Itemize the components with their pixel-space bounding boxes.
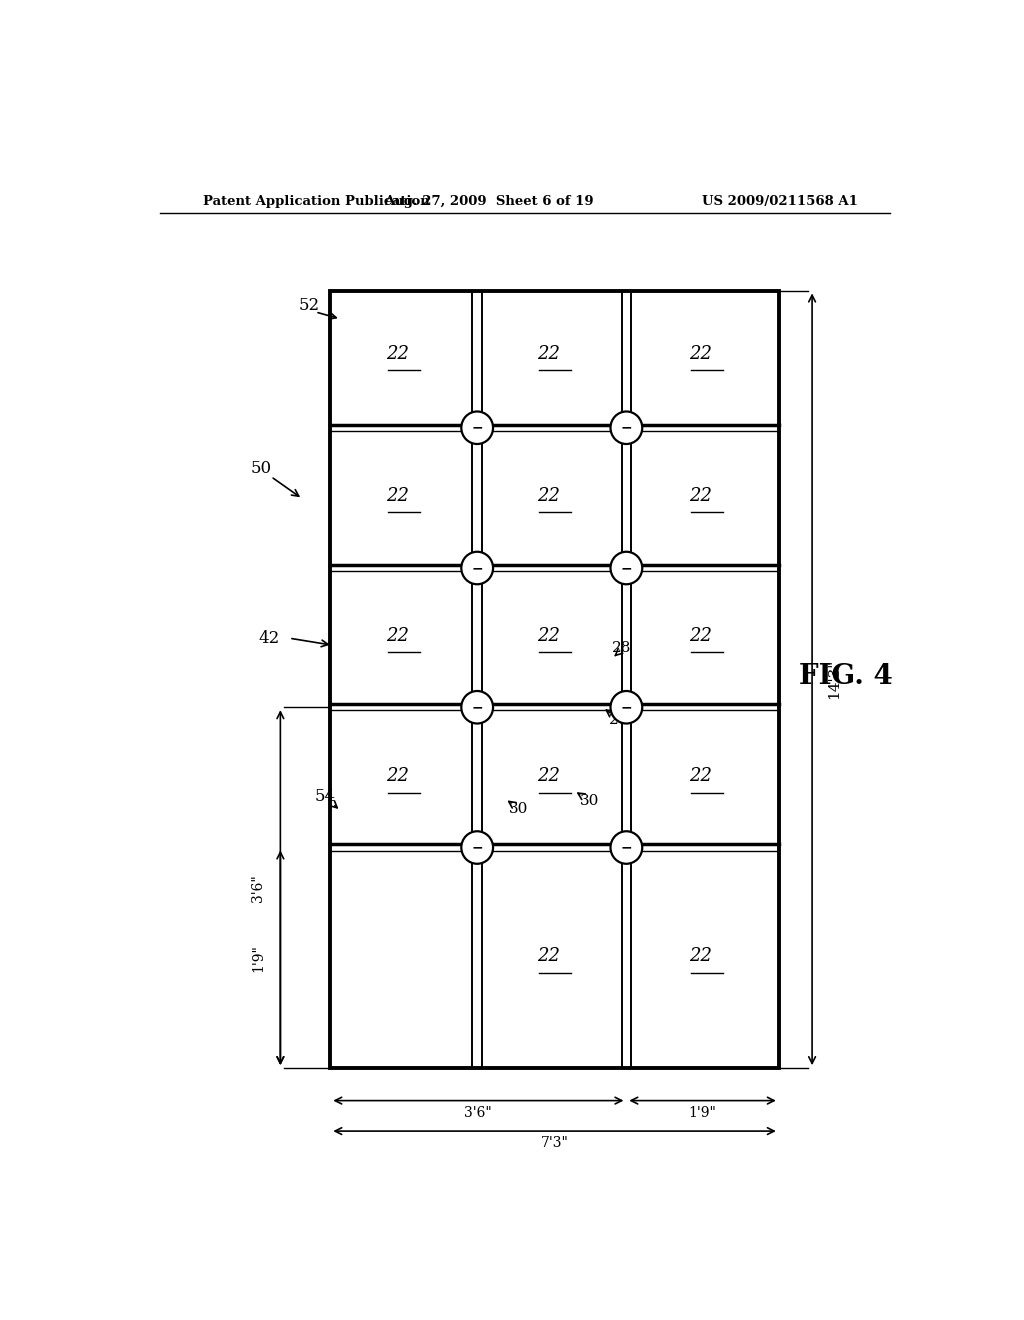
Text: Patent Application Publication: Patent Application Publication	[204, 194, 430, 207]
Text: FIG. 4: FIG. 4	[800, 663, 893, 690]
Text: 22: 22	[386, 487, 410, 504]
Text: Aug. 27, 2009  Sheet 6 of 19: Aug. 27, 2009 Sheet 6 of 19	[384, 194, 594, 207]
Text: 1'9": 1'9"	[688, 1106, 717, 1119]
Ellipse shape	[461, 690, 494, 723]
Text: 22: 22	[538, 487, 560, 504]
Ellipse shape	[610, 832, 642, 863]
Ellipse shape	[461, 552, 494, 585]
Text: 14'3": 14'3"	[827, 659, 842, 700]
Text: −: −	[471, 700, 483, 714]
Text: −: −	[471, 421, 483, 434]
Text: −: −	[621, 561, 632, 576]
Bar	[331, 290, 778, 1068]
Text: 1'9": 1'9"	[251, 944, 265, 972]
Text: −: −	[621, 421, 632, 434]
Text: 42: 42	[259, 630, 280, 647]
Text: 22: 22	[689, 345, 713, 363]
Text: 26: 26	[608, 714, 628, 727]
Text: 22: 22	[386, 627, 410, 645]
Text: 22: 22	[386, 767, 410, 785]
Ellipse shape	[610, 690, 642, 723]
Text: US 2009/0211568 A1: US 2009/0211568 A1	[702, 194, 858, 207]
Text: 22: 22	[538, 948, 560, 965]
Ellipse shape	[461, 832, 494, 863]
Ellipse shape	[461, 412, 494, 444]
Text: 54: 54	[314, 788, 336, 805]
Text: 22: 22	[689, 627, 713, 645]
Text: 22: 22	[538, 767, 560, 785]
Text: 30: 30	[581, 793, 600, 808]
Text: 22: 22	[689, 487, 713, 504]
Ellipse shape	[610, 552, 642, 585]
Text: −: −	[471, 841, 483, 854]
Text: 50: 50	[251, 459, 272, 477]
Text: 22: 22	[689, 948, 713, 965]
Text: 3'6": 3'6"	[251, 874, 265, 902]
Text: 22: 22	[538, 345, 560, 363]
Text: 52: 52	[298, 297, 319, 314]
Text: −: −	[621, 700, 632, 714]
Text: 22: 22	[386, 345, 410, 363]
Text: 28: 28	[612, 642, 632, 655]
Text: 30: 30	[509, 801, 528, 816]
Text: 22: 22	[689, 767, 713, 785]
Text: −: −	[471, 561, 483, 576]
Ellipse shape	[610, 412, 642, 444]
Text: 7'3": 7'3"	[541, 1137, 568, 1150]
Text: 3'6": 3'6"	[465, 1106, 493, 1119]
Text: 22: 22	[538, 627, 560, 645]
Text: −: −	[621, 841, 632, 854]
